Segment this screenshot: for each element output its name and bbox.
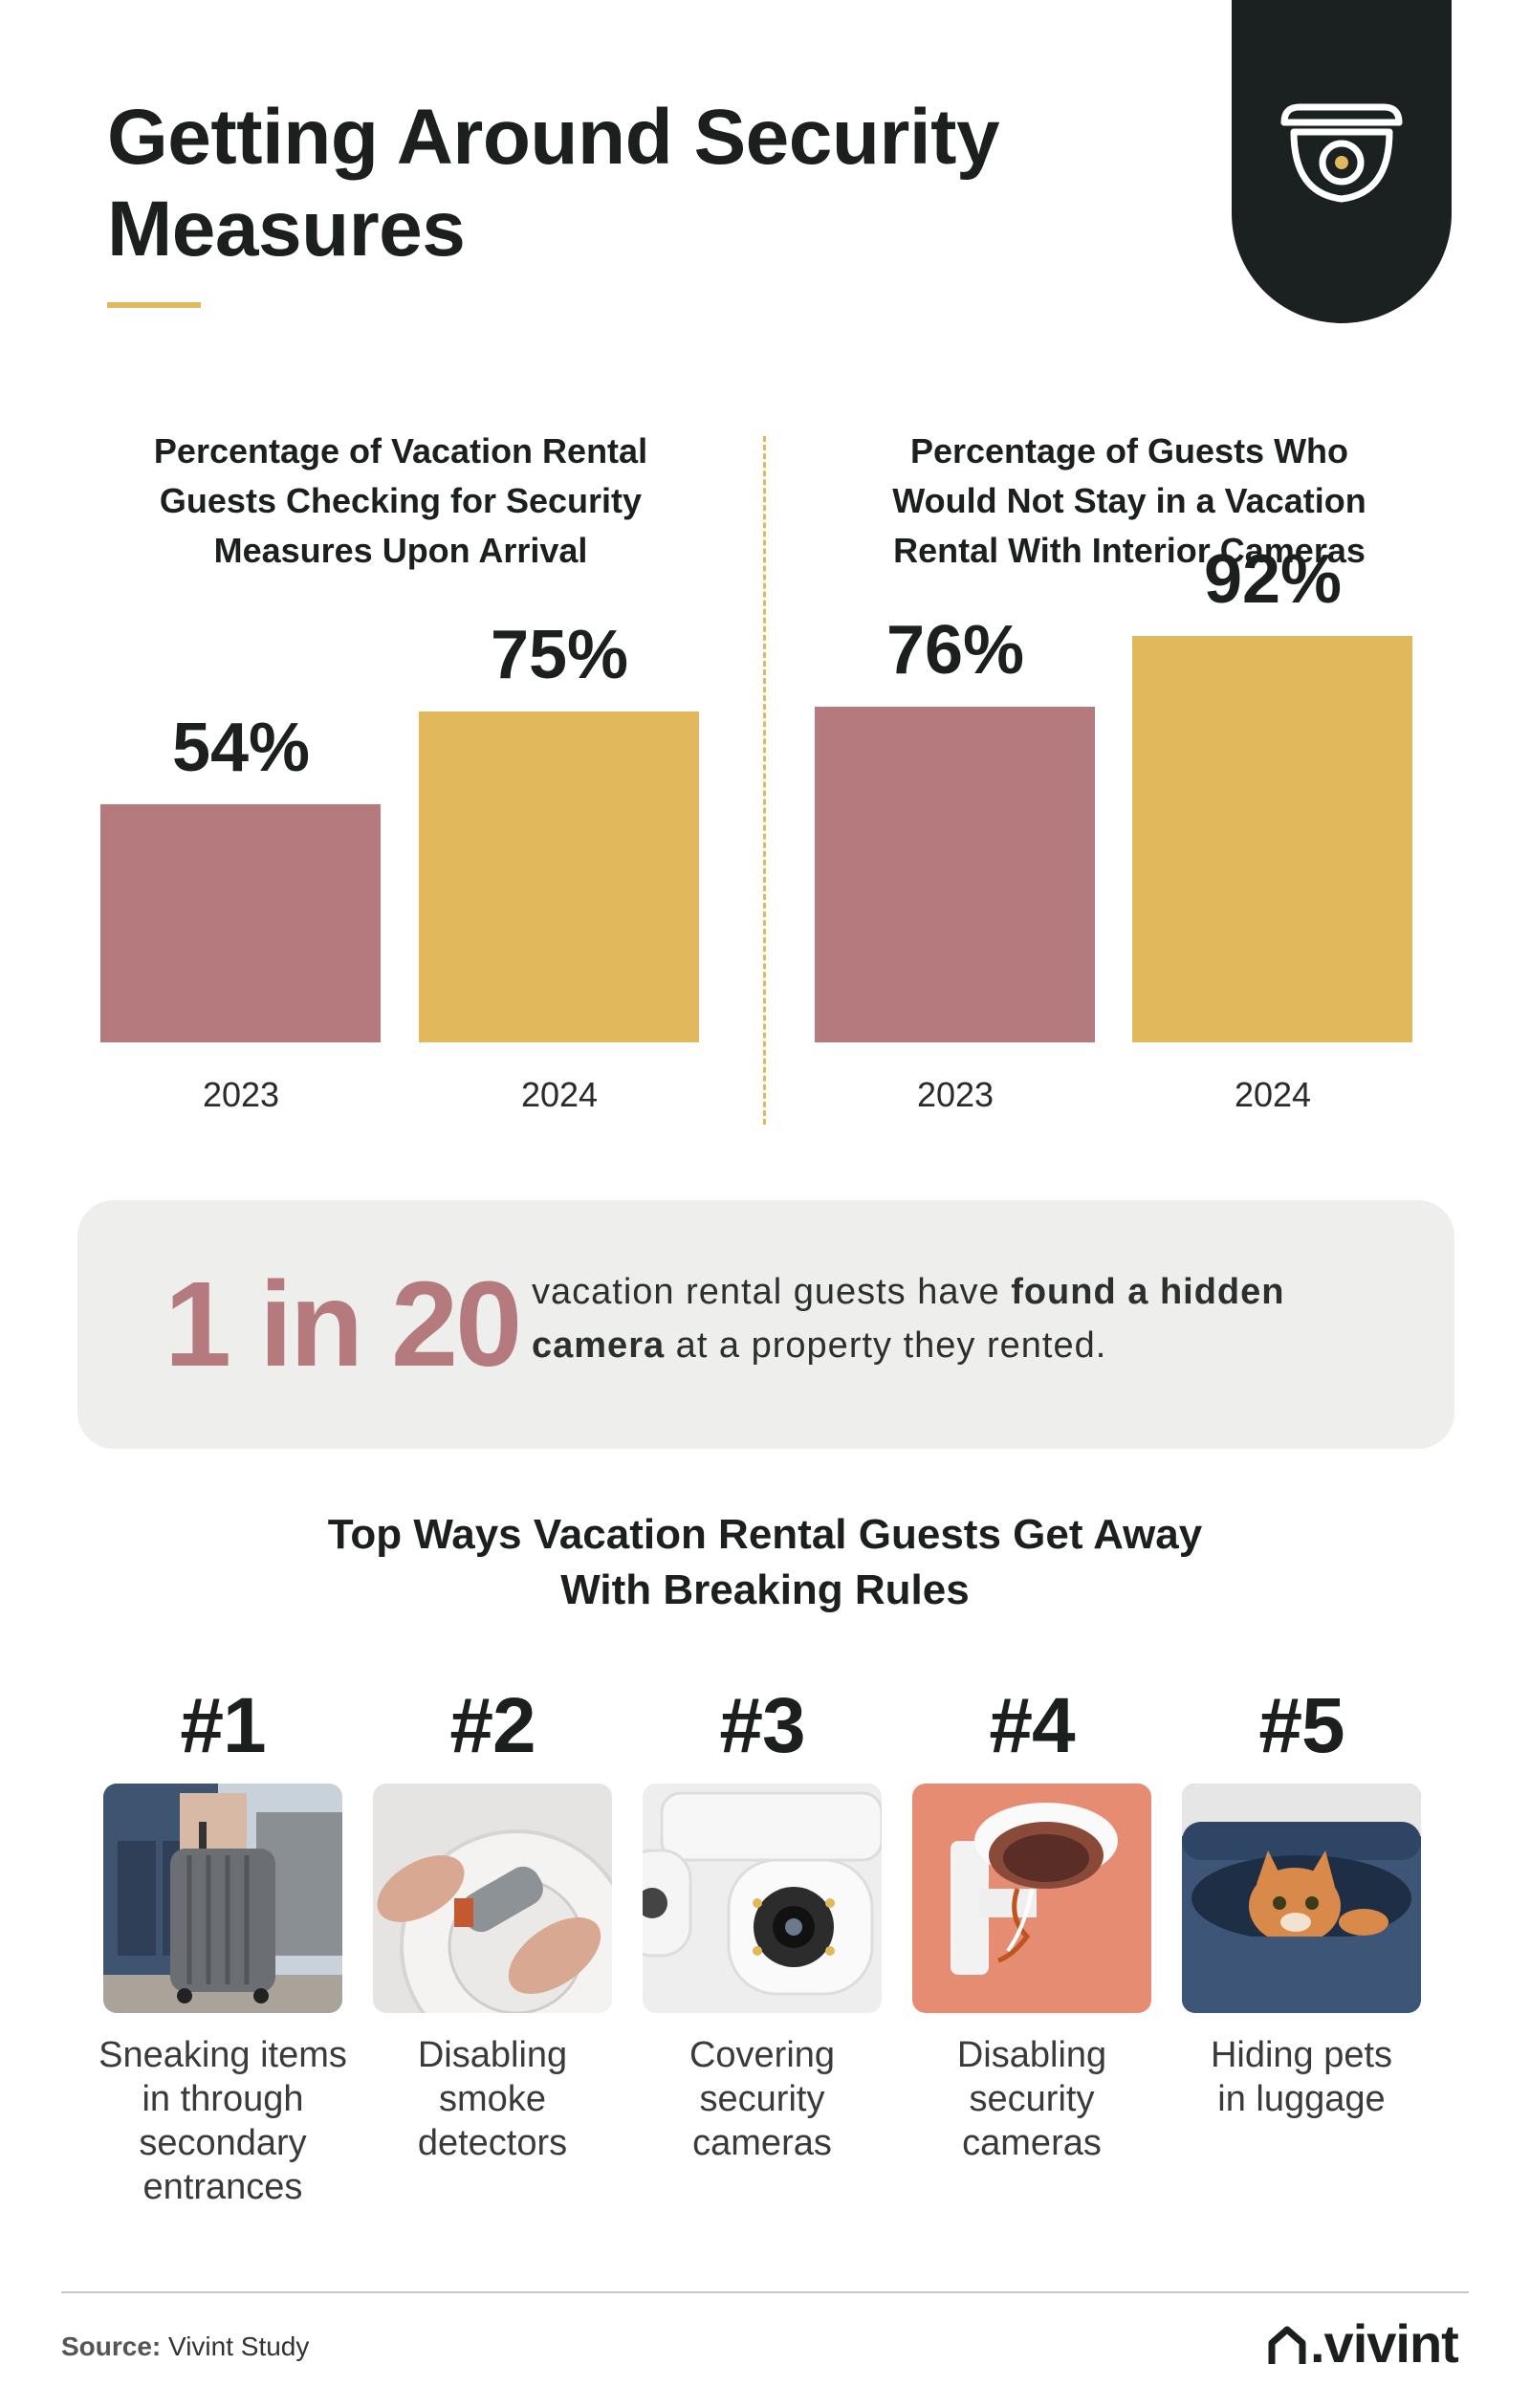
way-caption-line: Sneaking items [98, 2035, 347, 2075]
chart-1-title: Percentage of Vacation Rental Guests Che… [99, 427, 702, 576]
stat-description: vacation rental guests have found a hidd… [532, 1265, 1392, 1372]
smoke-detector-photo [373, 1784, 612, 2013]
footer-divider [61, 2291, 1469, 2293]
way-caption-line: Hiding pets [1210, 2035, 1393, 2075]
source-value: Vivint Study [168, 2331, 310, 2361]
page-title: Getting Around Security Measures [107, 92, 1111, 275]
way-caption: Sneaking items in through secondary entr… [84, 2033, 361, 2209]
stat-text-pre: vacation rental guests have [532, 1272, 1012, 1312]
way-caption: Covering security cameras [623, 2033, 901, 2165]
rank-label: #5 [1258, 1682, 1344, 1769]
chart-1-bar-2023 [100, 803, 381, 1042]
chart-1-title-line: Percentage of Vacation Rental [153, 431, 648, 471]
chart-2-bar-2023 [815, 706, 1095, 1042]
way-caption-line: secondary [139, 2123, 307, 2163]
title-line-2: Measures [107, 186, 466, 273]
way-caption-line: security [969, 2079, 1095, 2119]
way-caption-line: security [699, 2079, 825, 2119]
chart-divider [763, 436, 766, 1125]
rank-label: #3 [719, 1682, 805, 1769]
chart-2-title: Percentage of Guests Who Would Not Stay … [828, 427, 1431, 576]
chart-1-value-label: 75% [490, 616, 629, 693]
way-caption-line: cameras [692, 2123, 832, 2163]
way-caption-line: in through [142, 2079, 304, 2119]
source-citation: Source: Vivint Study [61, 2331, 309, 2362]
ways-title-line: Top Ways Vacation Rental Guests Get Away [327, 1511, 1203, 1558]
cat-in-luggage-photo [1182, 1784, 1421, 2013]
title-line-1: Getting Around Security [107, 94, 1000, 181]
rank-label: #2 [449, 1682, 536, 1769]
ways-title-line: With Breaking Rules [560, 1566, 970, 1613]
rank-label: #1 [180, 1682, 266, 1769]
rank-label: #4 [989, 1682, 1075, 1769]
chart-2-title-line: Rental With Interior Cameras [893, 531, 1366, 570]
chart-1-year-label: 2024 [520, 1075, 599, 1114]
house-icon [1268, 2326, 1306, 2364]
chart-2-value-label: 76% [885, 611, 1025, 689]
source-label: Source: [61, 2331, 162, 2361]
chart-2-title-line: Would Not Stay in a Vacation [892, 481, 1366, 520]
title-underline [107, 302, 201, 308]
way-caption-line: Covering [688, 2035, 836, 2075]
chart-2-year-label: 2024 [1234, 1075, 1312, 1114]
chart-2-year-label: 2023 [916, 1075, 994, 1114]
way-caption-line: in luggage [1217, 2079, 1386, 2119]
vivint-logo: .vivint [1268, 2312, 1459, 2375]
logo-text: .vivint [1310, 2313, 1459, 2374]
way-caption-line: cameras [962, 2123, 1102, 2163]
security-camera-photo [643, 1784, 882, 2013]
stat-panel [77, 1200, 1454, 1449]
way-caption-line: detectors [417, 2123, 568, 2163]
security-camera-icon [1280, 103, 1403, 203]
way-caption-line: Disabling [417, 2035, 568, 2075]
chart-2-bar-2024 [1132, 635, 1412, 1042]
way-caption-line: smoke [439, 2079, 546, 2119]
chart-1-title-line: Guests Checking for Security [159, 481, 643, 520]
way-caption: Disabling smoke detectors [354, 2033, 631, 2165]
chart-1-value-label: 54% [171, 709, 311, 786]
chart-1-bar-2024 [419, 711, 699, 1042]
way-caption: Hiding pets in luggage [1163, 2033, 1440, 2121]
chart-2-value-label: 92% [1203, 540, 1343, 618]
chart-2-title-line: Percentage of Guests Who [909, 431, 1349, 471]
suitcase-photo [103, 1784, 342, 2013]
broken-camera-photo [912, 1784, 1151, 2013]
ways-title: Top Ways Vacation Rental Guests Get Away… [191, 1507, 1339, 1618]
chart-1-year-label: 2023 [202, 1075, 280, 1114]
stat-text-post: at a property they rented. [665, 1325, 1107, 1366]
way-caption: Disabling security cameras [893, 2033, 1170, 2165]
stat-text-bold: found a hidden camera [532, 1272, 1285, 1366]
stat-number: 1 in 20 [164, 1257, 522, 1391]
header-badge [1232, 0, 1452, 323]
way-caption-line: Disabling [956, 2035, 1107, 2075]
way-caption-line: entrances [142, 2167, 303, 2207]
chart-1-title-line: Measures Upon Arrival [213, 531, 588, 570]
